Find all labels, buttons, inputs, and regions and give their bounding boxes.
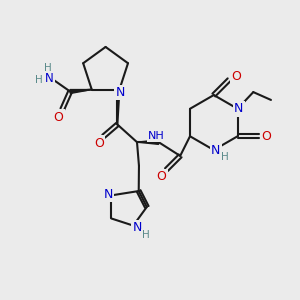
Text: H: H bbox=[142, 230, 150, 240]
Text: N: N bbox=[211, 145, 220, 158]
Text: O: O bbox=[94, 136, 104, 150]
Text: N: N bbox=[45, 72, 54, 85]
Text: H: H bbox=[221, 152, 229, 162]
Text: O: O bbox=[231, 70, 241, 83]
Polygon shape bbox=[137, 140, 159, 144]
Text: NH: NH bbox=[148, 131, 165, 141]
Text: H: H bbox=[35, 75, 43, 85]
Text: N: N bbox=[104, 188, 113, 201]
Text: O: O bbox=[53, 110, 63, 124]
Text: N: N bbox=[133, 221, 142, 234]
Text: N: N bbox=[116, 86, 125, 99]
Polygon shape bbox=[70, 90, 92, 94]
Text: N: N bbox=[234, 102, 243, 115]
Text: H: H bbox=[44, 63, 52, 73]
Text: O: O bbox=[157, 170, 166, 183]
Text: O: O bbox=[261, 130, 271, 143]
